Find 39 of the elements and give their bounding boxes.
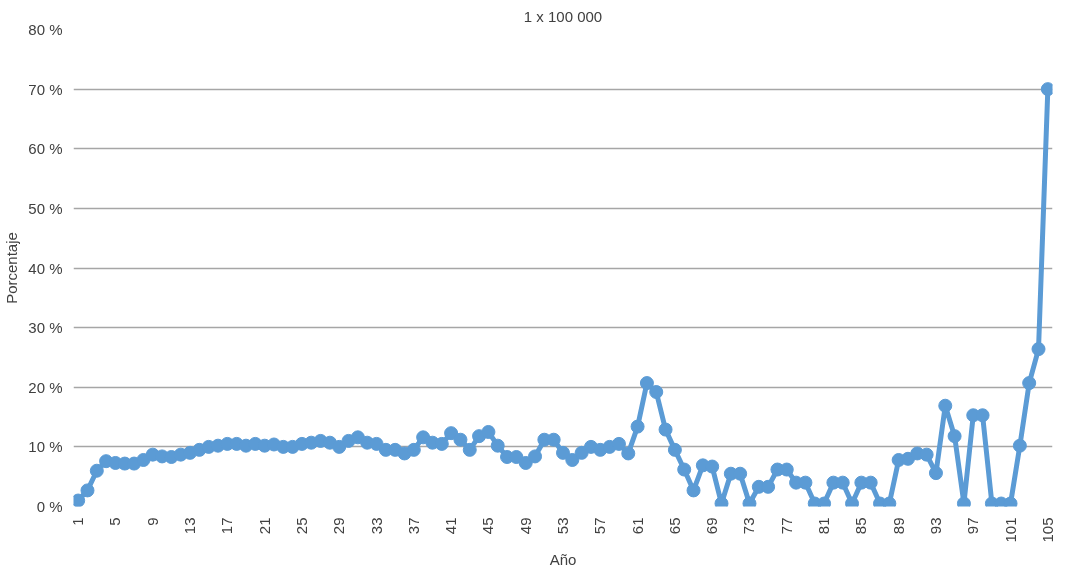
x-tick-label: 25	[292, 517, 310, 535]
x-tick-label: 61	[628, 517, 646, 535]
y-tick-label: 0 %	[36, 498, 63, 515]
x-tick-label: 65	[665, 517, 683, 535]
y-tick-label: 50 %	[28, 199, 63, 217]
x-tick-label: 13	[181, 517, 199, 535]
x-tick-label: 77	[777, 517, 795, 535]
y-tick-label: 10 %	[28, 438, 63, 456]
x-tick-label: 17	[218, 517, 236, 535]
x-axis-title: Año	[549, 550, 577, 568]
x-tick-label: 33	[367, 517, 385, 535]
y-tick-label: 30 %	[28, 319, 63, 337]
x-tick-label: 37	[404, 517, 422, 535]
x-tick-label: 105	[1038, 517, 1056, 543]
chart-title: 1 x 100 000	[523, 7, 603, 25]
x-tick-label: 53	[554, 517, 571, 535]
x-tick-label: 9	[143, 517, 161, 526]
x-tick-label: 21	[255, 517, 273, 535]
x-tick-label: 1	[69, 517, 87, 526]
x-tick-label: 73	[740, 517, 758, 535]
x-tick-label: 45	[479, 517, 497, 535]
x-tick-label: 49	[516, 517, 534, 535]
x-tick-label: 41	[442, 517, 460, 535]
x-tick-label: 93	[926, 517, 944, 535]
x-tick-label: 85	[852, 517, 870, 535]
x-tick-label: 69	[703, 517, 721, 535]
y-tick-label: 20 %	[28, 378, 63, 396]
y-tick-label: 70 %	[28, 80, 63, 98]
x-tick-label: 97	[964, 517, 982, 535]
y-tick-label: 60 %	[28, 140, 63, 158]
x-tick-label: 89	[889, 517, 907, 535]
x-tick-label: 5	[106, 517, 124, 526]
x-tick-label: 57	[591, 517, 609, 535]
x-tick-label: 81	[815, 517, 833, 535]
y-axis-title: Porcentaje	[3, 232, 21, 304]
y-tick-label: 40 %	[28, 259, 63, 277]
x-tick-label: 29	[330, 517, 348, 535]
y-tick-label: 80 %	[28, 21, 63, 38]
x-tick-label: 101	[1001, 517, 1019, 543]
